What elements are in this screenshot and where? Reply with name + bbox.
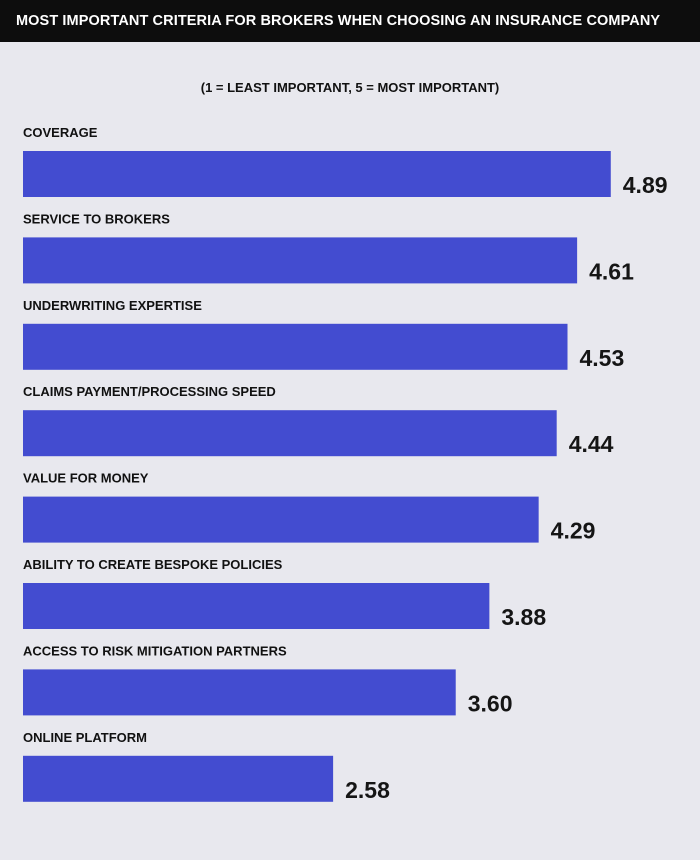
bar (23, 323, 568, 370)
bar (23, 755, 334, 802)
value-label: 4.53 (580, 345, 625, 371)
value-label: 3.60 (468, 690, 513, 716)
category-label: VALUE FOR MONEY (23, 471, 149, 486)
category-label: UNDERWRITING EXPERTISE (23, 298, 202, 313)
bar (23, 151, 611, 197)
value-label: 4.44 (569, 431, 614, 457)
bar (23, 496, 539, 543)
bar (23, 669, 456, 716)
value-label: 2.58 (345, 777, 390, 803)
bar (23, 237, 578, 284)
bar (23, 583, 490, 629)
bar (23, 410, 557, 457)
category-label: CLAIMS PAYMENT/PROCESSING SPEED (23, 384, 276, 399)
value-label: 3.88 (501, 604, 546, 630)
category-label: COVERAGE (23, 125, 98, 140)
category-label: ONLINE PLATFORM (23, 730, 147, 745)
category-label: ABILITY TO CREATE BESPOKE POLICIES (23, 557, 283, 572)
value-label: 4.61 (589, 258, 634, 284)
value-label: 4.89 (623, 172, 668, 198)
value-label: 4.29 (551, 518, 596, 544)
chart-subtitle: (1 = LEAST IMPORTANT, 5 = MOST IMPORTANT… (200, 80, 500, 95)
chart-title: MOST IMPORTANT CRITERIA FOR BROKERS WHEN… (0, 0, 700, 42)
category-label: ACCESS TO RISK MITIGATION PARTNERS (23, 643, 287, 658)
category-label: SERVICE TO BROKERS (23, 211, 170, 226)
